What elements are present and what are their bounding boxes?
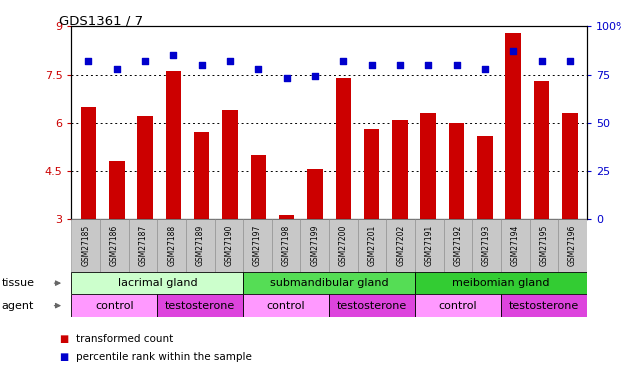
Text: GSM27193: GSM27193 bbox=[482, 225, 491, 266]
Text: GSM27188: GSM27188 bbox=[167, 225, 176, 266]
Text: GSM27200: GSM27200 bbox=[339, 225, 348, 266]
Bar bbox=[100, 219, 129, 272]
Bar bbox=[443, 219, 473, 272]
Bar bbox=[243, 294, 329, 317]
Text: GDS1361 / 7: GDS1361 / 7 bbox=[59, 15, 143, 28]
Text: GSM27185: GSM27185 bbox=[81, 225, 90, 266]
Text: GSM27196: GSM27196 bbox=[568, 225, 577, 266]
Bar bbox=[250, 155, 266, 219]
Text: GSM27195: GSM27195 bbox=[540, 225, 548, 266]
Point bbox=[253, 66, 263, 72]
Point bbox=[310, 74, 320, 80]
Bar bbox=[392, 120, 408, 219]
Text: lacrimal gland: lacrimal gland bbox=[117, 278, 197, 288]
Text: tissue: tissue bbox=[1, 278, 34, 288]
Bar bbox=[530, 219, 558, 272]
Bar bbox=[501, 294, 587, 317]
Bar bbox=[109, 161, 125, 219]
Text: GSM27198: GSM27198 bbox=[282, 225, 291, 266]
Point bbox=[395, 62, 405, 68]
Text: GSM27189: GSM27189 bbox=[196, 225, 205, 266]
Bar bbox=[71, 294, 157, 317]
Bar bbox=[415, 272, 587, 294]
Text: control: control bbox=[438, 301, 478, 310]
Point bbox=[451, 62, 461, 68]
Point bbox=[338, 58, 348, 64]
Text: control: control bbox=[95, 301, 134, 310]
Point bbox=[424, 62, 433, 68]
Bar bbox=[505, 33, 521, 219]
Bar bbox=[364, 129, 379, 219]
Bar bbox=[501, 219, 530, 272]
Bar bbox=[157, 219, 186, 272]
Bar bbox=[301, 219, 329, 272]
Text: meibomian gland: meibomian gland bbox=[452, 278, 550, 288]
Text: GSM27191: GSM27191 bbox=[425, 225, 434, 266]
Point bbox=[112, 66, 122, 72]
Point bbox=[225, 58, 235, 64]
Text: GSM27192: GSM27192 bbox=[453, 225, 463, 266]
Bar bbox=[222, 110, 238, 219]
Text: control: control bbox=[267, 301, 306, 310]
Point bbox=[197, 62, 207, 68]
Text: testosterone: testosterone bbox=[337, 301, 407, 310]
Bar bbox=[243, 272, 415, 294]
Bar bbox=[329, 294, 415, 317]
Bar bbox=[562, 113, 578, 219]
Bar bbox=[473, 219, 501, 272]
Text: testosterone: testosterone bbox=[165, 301, 235, 310]
Bar bbox=[215, 219, 243, 272]
Bar bbox=[415, 294, 501, 317]
Bar bbox=[81, 107, 96, 219]
Bar bbox=[415, 219, 443, 272]
Point bbox=[537, 58, 546, 64]
Point bbox=[480, 66, 490, 72]
Text: GSM27202: GSM27202 bbox=[396, 225, 406, 266]
Bar bbox=[137, 116, 153, 219]
Bar bbox=[129, 219, 157, 272]
Text: ■: ■ bbox=[59, 352, 68, 362]
Bar bbox=[335, 78, 351, 219]
Bar bbox=[166, 71, 181, 219]
Bar bbox=[533, 81, 550, 219]
Text: GSM27199: GSM27199 bbox=[310, 225, 319, 266]
Text: ■: ■ bbox=[59, 334, 68, 344]
Point bbox=[168, 52, 178, 58]
Text: GSM27190: GSM27190 bbox=[224, 225, 233, 266]
Bar bbox=[279, 214, 294, 219]
Bar bbox=[307, 170, 323, 219]
Text: GSM27194: GSM27194 bbox=[510, 225, 520, 266]
Bar bbox=[272, 219, 301, 272]
Text: GSM27197: GSM27197 bbox=[253, 225, 262, 266]
Text: GSM27186: GSM27186 bbox=[110, 225, 119, 266]
Point bbox=[565, 58, 575, 64]
Text: transformed count: transformed count bbox=[76, 334, 174, 344]
Bar bbox=[477, 136, 492, 219]
Bar bbox=[186, 219, 215, 272]
Text: percentile rank within the sample: percentile rank within the sample bbox=[76, 352, 252, 362]
Point bbox=[140, 58, 150, 64]
Bar bbox=[71, 272, 243, 294]
Point bbox=[508, 48, 518, 54]
Bar bbox=[194, 132, 209, 219]
Text: testosterone: testosterone bbox=[509, 301, 579, 310]
Bar bbox=[558, 219, 587, 272]
Text: agent: agent bbox=[1, 301, 34, 310]
Point bbox=[366, 62, 376, 68]
Text: submandibular gland: submandibular gland bbox=[270, 278, 389, 288]
Text: GSM27187: GSM27187 bbox=[138, 225, 148, 266]
Point bbox=[83, 58, 93, 64]
Bar bbox=[157, 294, 243, 317]
Bar bbox=[420, 113, 436, 219]
Bar bbox=[243, 219, 272, 272]
Point bbox=[282, 75, 292, 81]
Bar bbox=[386, 219, 415, 272]
Bar bbox=[449, 123, 465, 219]
Bar bbox=[71, 219, 100, 272]
Text: GSM27201: GSM27201 bbox=[368, 225, 376, 266]
Bar bbox=[358, 219, 386, 272]
Bar bbox=[329, 219, 358, 272]
